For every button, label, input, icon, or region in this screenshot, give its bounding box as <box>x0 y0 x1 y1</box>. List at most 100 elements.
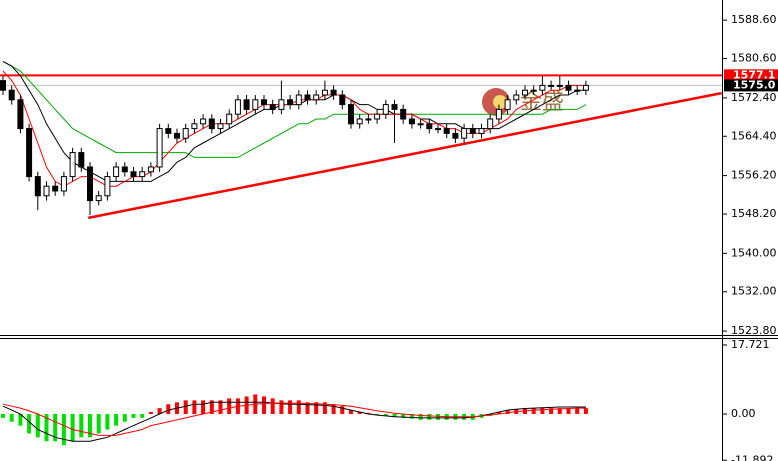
histogram-bar <box>53 413 58 442</box>
histogram-bar <box>531 408 536 414</box>
histogram-bar <box>218 400 223 414</box>
candle-body <box>130 171 137 178</box>
y-tick-label: 1548.20 <box>731 207 777 220</box>
y-tick-label: 1588.60 <box>731 13 777 26</box>
y-tick-label: 1572.40 <box>731 91 777 104</box>
histogram-bar <box>201 400 206 414</box>
histogram-bar <box>383 413 388 416</box>
histogram-bar <box>183 400 188 414</box>
histogram-bar <box>61 413 66 446</box>
histogram-bar <box>566 408 571 414</box>
candle-body <box>43 185 50 197</box>
candle-body <box>400 108 407 120</box>
candle-body <box>495 108 502 120</box>
candle-body <box>574 89 581 92</box>
moving-average <box>2 60 587 158</box>
candle-body <box>104 176 111 197</box>
candle-body <box>26 128 33 178</box>
candle-body <box>165 128 172 134</box>
candle-body <box>313 94 320 101</box>
candle-body <box>147 166 154 173</box>
candle-body <box>34 176 41 197</box>
candle-body <box>113 166 120 178</box>
candle-body <box>295 94 302 106</box>
y-tick-label: 1523.80 <box>731 324 777 337</box>
candle-body <box>87 166 93 202</box>
candle-body <box>321 89 328 96</box>
y-tick-label: -11.892 <box>731 453 773 461</box>
histogram-bar <box>227 398 232 414</box>
histogram-bar <box>18 413 23 426</box>
candle-body <box>452 132 459 139</box>
candle-body <box>382 104 389 115</box>
histogram-bar <box>131 413 136 418</box>
histogram-bar <box>575 408 580 414</box>
histogram-bar <box>392 413 397 418</box>
histogram-bar <box>270 398 275 414</box>
price-label: 1577.1 <box>733 68 775 81</box>
candle-body <box>530 89 537 92</box>
candle-body <box>182 128 189 139</box>
candle-body <box>208 118 215 130</box>
histogram-bar <box>331 404 336 414</box>
candle-body <box>461 128 468 139</box>
histogram-bar <box>366 412 371 414</box>
candle-body <box>469 128 476 134</box>
candle-body <box>261 99 267 106</box>
candle-body <box>426 123 433 130</box>
candle-body <box>330 89 337 96</box>
histogram-bar <box>9 413 14 422</box>
candle-body <box>17 99 24 130</box>
candle-body <box>504 99 511 110</box>
candle-body <box>121 166 128 173</box>
candle-body <box>374 113 381 120</box>
histogram-bar <box>44 413 49 442</box>
histogram-bar <box>505 410 510 414</box>
candle-body <box>582 84 589 91</box>
candle-body <box>243 99 250 110</box>
candle-body <box>348 104 354 125</box>
histogram-bar <box>357 412 362 414</box>
histogram-bar <box>192 400 197 414</box>
histogram-bar <box>340 406 345 414</box>
histogram-bar <box>279 400 284 414</box>
histogram-bar <box>96 413 101 434</box>
histogram-bar <box>322 402 327 414</box>
candle-body <box>365 118 372 121</box>
candle-body <box>226 113 233 125</box>
candle-body <box>565 84 572 91</box>
trendline <box>88 91 722 220</box>
histogram-bar <box>70 413 75 442</box>
moving-average <box>2 70 586 187</box>
y-tick-label: 1532.00 <box>731 285 777 298</box>
candle-body <box>513 94 520 101</box>
candle-body <box>8 89 15 101</box>
histogram-bar <box>436 413 440 420</box>
candle-body <box>435 128 441 131</box>
histogram-bar <box>401 413 406 418</box>
histogram-bar <box>418 413 423 420</box>
price-label: 1575.0 <box>733 78 776 91</box>
candle-body <box>0 80 6 91</box>
histogram-bar <box>79 413 84 438</box>
macd-line <box>2 402 586 436</box>
y-tick-label: 1540.00 <box>731 246 777 259</box>
histogram-bar <box>88 413 92 438</box>
y-tick-label: 1564.40 <box>731 129 777 142</box>
candle-body <box>156 128 163 168</box>
price-label-box <box>724 79 778 92</box>
y-tick-label: 17.721 <box>731 338 770 351</box>
histogram-bar <box>157 408 162 414</box>
histogram-bar <box>35 413 40 438</box>
candle-body <box>95 195 102 202</box>
histogram-bar <box>1 413 5 418</box>
histogram-bar <box>140 413 145 418</box>
histogram-bar <box>209 400 214 414</box>
histogram-bar <box>496 412 501 414</box>
histogram-bar <box>314 402 319 414</box>
candle-body <box>408 118 415 125</box>
histogram-bar <box>349 410 353 414</box>
candle-body <box>287 99 294 106</box>
